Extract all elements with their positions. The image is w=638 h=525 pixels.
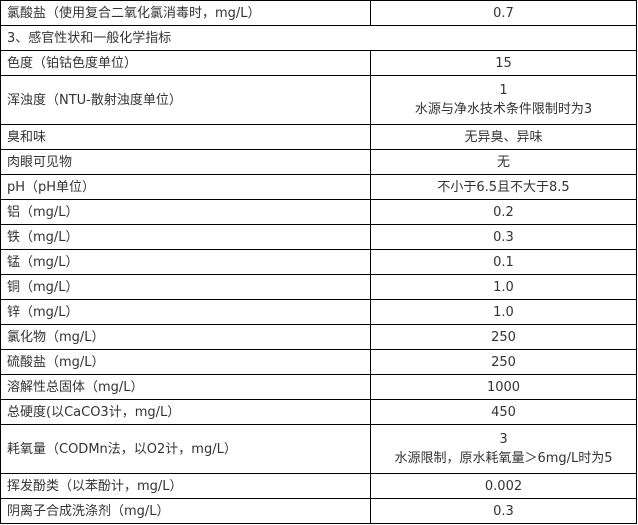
limit-value: 1000 xyxy=(370,374,637,400)
limit-value: 不小于6.5且不大于8.5 xyxy=(370,174,637,200)
limit-value-text: 250 xyxy=(491,329,516,345)
limit-value: 无 xyxy=(370,149,637,175)
table-row: 总硬度(以CaCO3计，mg/L） 450 xyxy=(0,399,637,425)
table-row: 挥发酚类（以苯酚计，mg/L） 0.002 xyxy=(0,473,637,499)
limit-value: 3 水源限制，原水耗氧量＞6mg/L时为5 xyxy=(370,424,637,474)
table-row: 阴离子合成洗涤剂（mg/L） 0.3 xyxy=(0,498,637,524)
indicator-name: 浑浊度（NTU-散射浊度单位） xyxy=(0,75,371,125)
indicator-name: 肉眼可见物 xyxy=(0,149,371,175)
table-row: 浑浊度（NTU-散射浊度单位） 1 水源与净水技术条件限制时为3 xyxy=(0,75,637,125)
indicator-name: 总硬度(以CaCO3计，mg/L） xyxy=(0,399,371,425)
limit-value: 0.2 xyxy=(370,199,637,225)
table-row: 肉眼可见物 无 xyxy=(0,149,637,175)
indicator-name: pH（pH单位） xyxy=(0,174,371,200)
limit-value: 1.0 xyxy=(370,299,637,325)
table-row: 溶解性总固体（mg/L） 1000 xyxy=(0,374,637,400)
limit-value-text: 0.7 xyxy=(493,5,514,21)
table-row: pH（pH单位） 不小于6.5且不大于8.5 xyxy=(0,174,637,200)
indicator-name: 阴离子合成洗涤剂（mg/L） xyxy=(0,498,371,524)
table-row: 锌（mg/L） 1.0 xyxy=(0,299,637,325)
table-row: 铜（mg/L） 1.0 xyxy=(0,274,637,300)
limit-value-text: 0.3 xyxy=(493,229,514,245)
limit-value: 0.3 xyxy=(370,498,637,524)
limit-value-text: 15 xyxy=(495,55,512,71)
limit-value: 1 水源与净水技术条件限制时为3 xyxy=(370,75,637,125)
table-row: 氯化物（mg/L） 250 xyxy=(0,324,637,350)
table-row: 铝（mg/L） 0.2 xyxy=(0,199,637,225)
limit-value-text: 无 xyxy=(496,154,510,170)
indicator-name: 色度（铂钴色度单位） xyxy=(0,50,371,76)
indicator-name: 锌（mg/L） xyxy=(0,299,371,325)
limit-value-text: 250 xyxy=(491,354,516,370)
limit-note: 水源限制，原水耗氧量＞6mg/L时为5 xyxy=(394,451,613,466)
indicator-name: 氯酸盐（使用复合二氧化氯消毒时，mg/L） xyxy=(0,0,371,26)
limit-value: 0.002 xyxy=(370,473,637,499)
table-row: 铁（mg/L） 0.3 xyxy=(0,224,637,250)
table-row: 硫酸盐（mg/L） 250 xyxy=(0,349,637,375)
table-row: 氯酸盐（使用复合二氧化氯消毒时，mg/L） 0.7 xyxy=(0,0,637,26)
limit-value-text: 3 xyxy=(499,432,508,447)
indicator-name: 臭和味 xyxy=(0,124,371,150)
limit-value-text: 0.2 xyxy=(493,204,514,220)
limit-value: 0.3 xyxy=(370,224,637,250)
table-row: 色度（铂钴色度单位） 15 xyxy=(0,50,637,76)
limit-value-text: 1.0 xyxy=(493,279,514,295)
table-row: 臭和味 无异臭、异味 xyxy=(0,124,637,150)
section-header-row: 3、感官性状和一般化学指标 xyxy=(0,25,637,51)
limit-value-text: 不小于6.5且不大于8.5 xyxy=(437,179,570,195)
section-title: 3、感官性状和一般化学指标 xyxy=(0,25,637,51)
limit-value-text: 0.3 xyxy=(493,503,514,519)
limit-value-text: 无异臭、异味 xyxy=(464,129,543,145)
limit-value-text: 0.002 xyxy=(484,478,523,494)
limit-value-text: 450 xyxy=(491,404,516,420)
table-row: 耗氧量（CODMn法，以O2计，mg/L） 3 水源限制，原水耗氧量＞6mg/L时为… xyxy=(0,424,637,474)
indicator-name: 溶解性总固体（mg/L） xyxy=(0,374,371,400)
indicator-name: 铜（mg/L） xyxy=(0,274,371,300)
limit-value: 无异臭、异味 xyxy=(370,124,637,150)
limit-value-text: 1000 xyxy=(486,379,521,395)
indicator-name: 铝（mg/L） xyxy=(0,199,371,225)
indicator-name: 耗氧量（CODMn法，以O2计，mg/L） xyxy=(0,424,371,474)
limit-value-text: 0.1 xyxy=(493,254,514,270)
limit-value-text: 1 xyxy=(499,83,508,98)
indicator-name: 挥发酚类（以苯酚计，mg/L） xyxy=(0,473,371,499)
table-row: 锰（mg/L） 0.1 xyxy=(0,249,637,275)
limit-value: 15 xyxy=(370,50,637,76)
limit-value: 450 xyxy=(370,399,637,425)
indicator-name: 氯化物（mg/L） xyxy=(0,324,371,350)
indicator-name: 锰（mg/L） xyxy=(0,249,371,275)
limit-value: 250 xyxy=(370,349,637,375)
limit-value-text: 1.0 xyxy=(493,304,514,320)
limit-note: 水源与净水技术条件限制时为3 xyxy=(414,102,593,117)
indicator-name: 硫酸盐（mg/L） xyxy=(0,349,371,375)
limit-value: 1.0 xyxy=(370,274,637,300)
limit-value: 0.1 xyxy=(370,249,637,275)
indicator-name: 铁（mg/L） xyxy=(0,224,371,250)
limit-value: 0.7 xyxy=(370,0,637,26)
limit-value: 250 xyxy=(370,324,637,350)
